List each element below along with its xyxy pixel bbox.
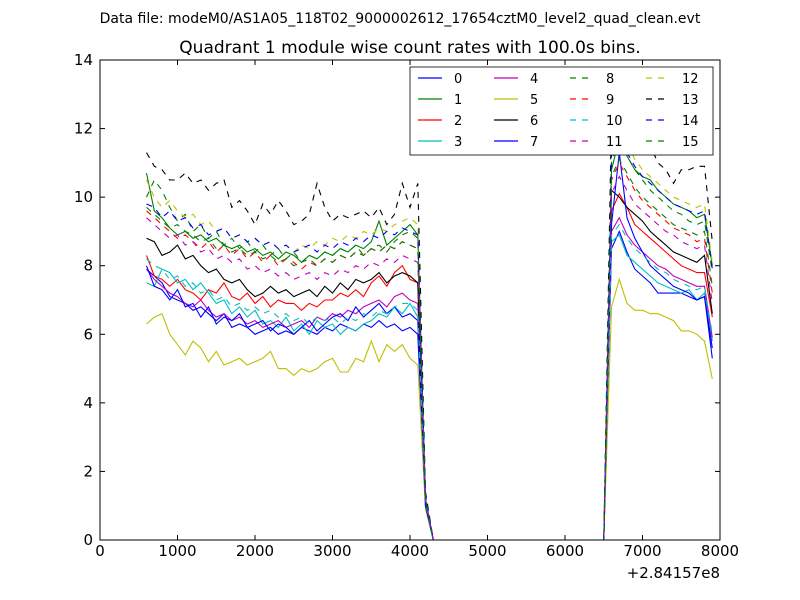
y-tick-label: 12 — [74, 120, 93, 138]
series-line-11 — [146, 175, 713, 541]
legend-label-13: 13 — [682, 93, 699, 108]
tick-layer: 0 1000 2000 3000 4000 5000 6000 7000 80000246810… — [74, 51, 739, 560]
legend-label-9: 9 — [606, 93, 614, 108]
x-tick-label: 5000 — [468, 542, 506, 560]
x-tick-label: 8000 — [701, 542, 739, 560]
x-offset-label: +2.84157e8 — [627, 564, 720, 582]
legend-label-11: 11 — [606, 135, 623, 150]
x-tick-label: 2000 — [236, 542, 274, 560]
y-tick-label: 4 — [83, 394, 93, 412]
legend-label-2: 2 — [454, 114, 462, 129]
y-tick-label: 2 — [83, 462, 93, 480]
chart-title: Quadrant 1 module wise count rates with … — [179, 38, 640, 58]
figure-suptitle: Data file: modeM0/AS1A05_118T02_90000026… — [100, 11, 701, 27]
y-tick-label: 10 — [74, 188, 93, 206]
legend-label-10: 10 — [606, 114, 623, 129]
y-tick-label: 0 — [83, 531, 93, 549]
legend-frame — [409, 66, 714, 156]
legend-label-14: 14 — [682, 114, 699, 129]
x-tick-label: 1000 — [158, 542, 196, 560]
legend-label-6: 6 — [530, 114, 538, 129]
legend-label-8: 8 — [606, 72, 614, 87]
series-line-15 — [146, 158, 713, 541]
legend-label-5: 5 — [530, 93, 538, 108]
x-tick-label: 6000 — [546, 542, 584, 560]
y-tick-label: 6 — [83, 325, 93, 343]
x-tick-label: 4000 — [391, 542, 429, 560]
y-tick-label: 8 — [83, 257, 93, 275]
legend-label-1: 1 — [454, 93, 462, 108]
x-tick-label: 3000 — [313, 542, 351, 560]
series-layer — [145, 114, 713, 541]
legend-label-12: 12 — [682, 72, 699, 87]
legend-label-3: 3 — [454, 135, 462, 150]
x-tick-label: 0 — [95, 542, 105, 560]
legend-label-15: 15 — [682, 135, 699, 150]
y-tick-label: 14 — [74, 51, 93, 69]
x-tick-label: 7000 — [623, 542, 661, 560]
legend-label-7: 7 — [530, 135, 538, 150]
legend-label-0: 0 — [454, 72, 462, 87]
legend-label-4: 4 — [530, 72, 538, 87]
